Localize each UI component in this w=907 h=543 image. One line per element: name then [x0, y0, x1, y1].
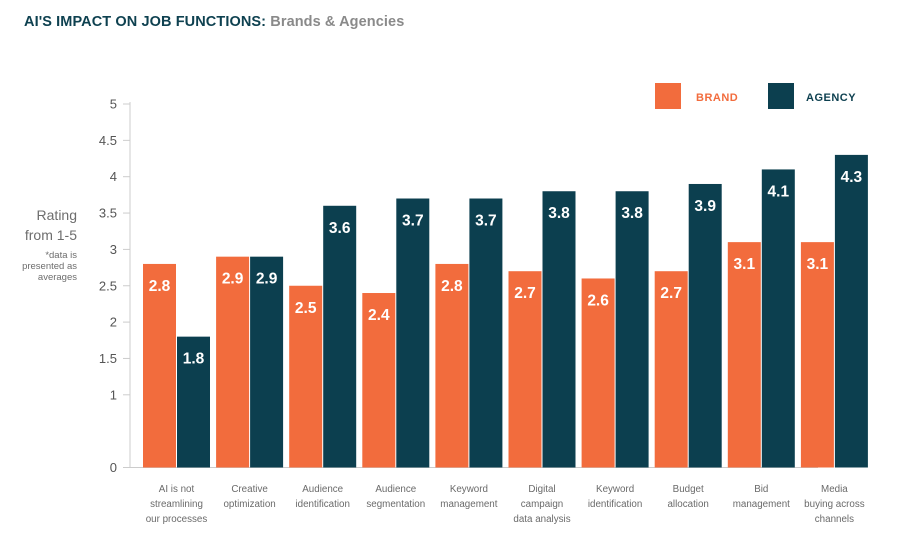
y-tick-label: 5 — [110, 97, 117, 112]
data-label-agency: 4.3 — [841, 169, 863, 186]
data-label-brand: 2.7 — [514, 285, 536, 302]
x-tick-label: segmentation — [366, 499, 425, 510]
legend-swatch-brand — [655, 83, 681, 109]
y-axis-label-line2: from 1-5 — [24, 227, 77, 243]
bar-agency — [469, 198, 503, 468]
bar-agency — [396, 198, 430, 468]
x-tick-label: AI is not — [159, 484, 195, 495]
bar-agency — [688, 183, 722, 468]
data-label-agency: 3.8 — [548, 205, 570, 222]
bar-brand — [800, 242, 834, 468]
data-label-brand: 2.5 — [295, 300, 317, 317]
bar-agency — [761, 169, 795, 468]
data-label-brand: 2.7 — [660, 285, 682, 302]
x-tick-label: Digital — [528, 484, 555, 495]
bar-brand — [581, 278, 615, 468]
y-axis-note-line: averages — [37, 272, 77, 283]
legend-label-agency: AGENCY — [806, 92, 856, 104]
x-tick-label: Keyword — [596, 484, 634, 495]
bar-brand — [508, 271, 542, 468]
y-axis-label: Rating from 1-5 *data is presented as av… — [22, 205, 77, 283]
bars: 2.8 1.8 2.9 2.9 2.5 3.6 2.4 3.7 2.8 3.7 2.7 3.8 2.6 3… — [143, 154, 868, 468]
bar-agency — [323, 205, 357, 468]
chart-title: AI'S IMPACT ON JOB FUNCTIONS: Brands & A… — [24, 14, 404, 30]
data-label-agency: 3.6 — [329, 220, 351, 237]
bar-brand — [362, 293, 396, 468]
x-tick-label: campaign — [521, 499, 563, 510]
x-tick-label: streamlining — [150, 499, 203, 510]
x-tick-label: allocation — [667, 499, 708, 510]
bar-agency — [834, 154, 868, 468]
x-tick-label: buying across — [804, 499, 865, 510]
y-axis-label-line1: Rating — [36, 207, 77, 223]
x-tick-label: management — [733, 499, 790, 510]
x-tick-label: Keyword — [450, 484, 488, 495]
legend-label-brand: BRAND — [696, 92, 738, 104]
y-axis-note: *data is presented as averages — [22, 250, 77, 283]
x-tick-label: channels — [815, 514, 854, 525]
bar-agency — [542, 191, 576, 468]
bar-brand — [727, 242, 761, 468]
x-tick-label: Budget — [673, 484, 704, 495]
bar-agency — [177, 336, 210, 468]
x-tick-label: Audience — [375, 484, 416, 495]
x-tick-label: optimization — [223, 499, 275, 510]
x-tick-label: identification — [295, 499, 349, 510]
y-tick-label: 4 — [110, 169, 117, 184]
bar-agency — [250, 256, 284, 468]
y-axis-note-line: presented as — [22, 261, 77, 272]
data-label-brand: 2.6 — [587, 292, 609, 309]
bar-brand — [654, 271, 688, 468]
data-label-agency: 4.1 — [768, 183, 790, 200]
x-tick-label: identification — [588, 499, 642, 510]
y-tick-label: 1 — [110, 387, 117, 402]
bar-agency — [615, 191, 649, 468]
bar-brand — [289, 285, 323, 468]
legend-swatch-agency — [768, 83, 794, 109]
data-label-brand: 3.1 — [734, 256, 756, 273]
y-tick-label: 2.5 — [99, 278, 117, 293]
x-axis-labels: AI is not streamlining our processes Creati… — [146, 484, 865, 525]
x-tick-label: our processes — [146, 514, 208, 525]
data-label-agency: 3.8 — [621, 205, 643, 222]
data-label-brand: 3.1 — [807, 256, 829, 273]
y-tick-label: 0 — [110, 460, 117, 475]
y-tick-label: 3 — [110, 242, 117, 257]
x-tick-label: Bid — [754, 484, 768, 495]
data-label-agency: 1.8 — [183, 351, 205, 368]
y-tick-label: 1.5 — [99, 351, 117, 366]
y-tick-label: 4.5 — [99, 133, 117, 148]
x-tick-label: data analysis — [513, 514, 570, 525]
x-tick-label: Audience — [302, 484, 343, 495]
legend: BRAND AGENCY — [655, 83, 856, 109]
data-label-brand: 2.9 — [222, 271, 244, 288]
y-tick-label: 3.5 — [99, 206, 117, 221]
x-tick-label: Media — [821, 484, 848, 495]
data-label-agency: 3.7 — [402, 213, 424, 230]
data-label-brand: 2.4 — [368, 307, 390, 324]
data-label-agency: 2.9 — [256, 271, 278, 288]
x-tick-label: Creative — [231, 484, 268, 495]
data-label-brand: 2.8 — [441, 278, 463, 295]
y-axis-note-line: *data is — [45, 250, 77, 261]
data-label-agency: 3.9 — [694, 198, 716, 215]
chart-title-main: AI'S IMPACT ON JOB FUNCTIONS: — [24, 14, 267, 30]
chart-title-sub: Brands & Agencies — [270, 14, 405, 30]
data-label-brand: 2.8 — [149, 278, 171, 295]
y-tick-label: 2 — [110, 315, 117, 330]
data-label-agency: 3.7 — [475, 213, 497, 230]
bar-brand — [435, 263, 469, 468]
x-tick-label: management — [440, 499, 497, 510]
bar-brand — [143, 263, 176, 468]
bar-brand — [216, 256, 250, 468]
